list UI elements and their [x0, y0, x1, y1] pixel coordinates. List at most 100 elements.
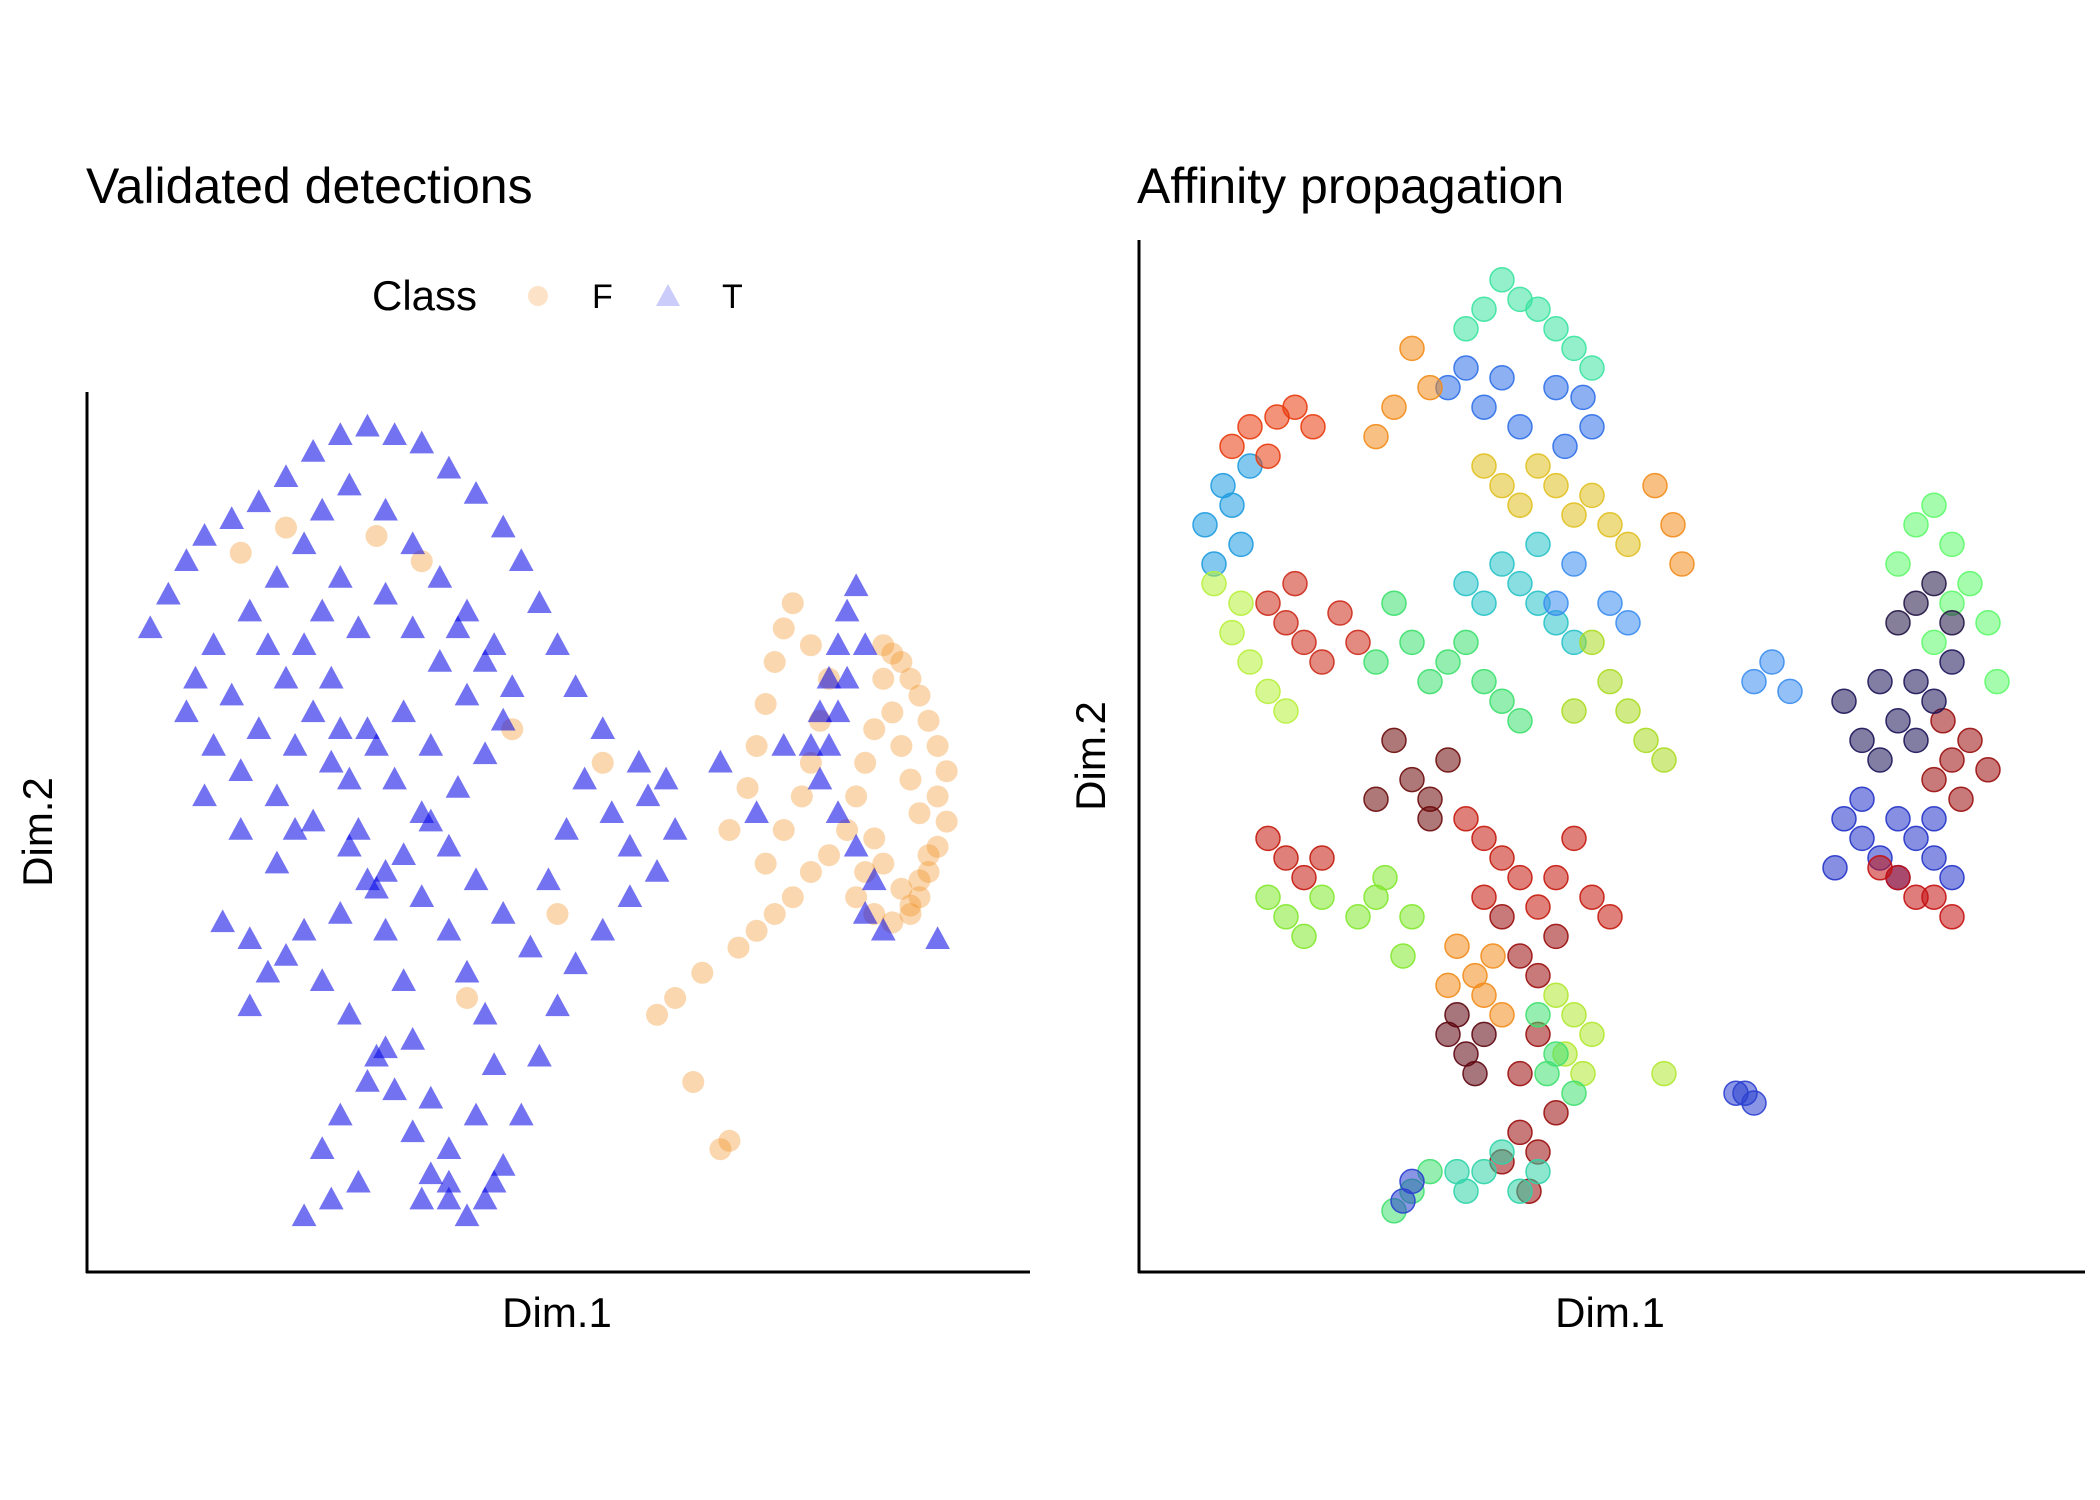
- scatter-point: [1507, 864, 1533, 891]
- scatter-point: [237, 993, 263, 1017]
- scatter-point: [1417, 668, 1443, 695]
- scatter-point: [545, 993, 570, 1017]
- scatter-point: [445, 775, 471, 798]
- scatter-point: [318, 665, 344, 689]
- scatter-point: [282, 733, 308, 756]
- scatter-point: [1273, 904, 1299, 930]
- scatter-point: [917, 861, 940, 883]
- scatter-point: [1543, 923, 1569, 950]
- scatter-point: [275, 516, 297, 539]
- scatter-point: [382, 766, 407, 790]
- scatter-point: [1345, 904, 1371, 930]
- scatter-point: [709, 1138, 732, 1161]
- scatter-point: [1525, 453, 1551, 479]
- scatter-point: [454, 1203, 480, 1227]
- scatter-point: [1219, 619, 1245, 646]
- scatter-point: [1435, 649, 1461, 675]
- scatter-point: [472, 741, 498, 765]
- scatter-point: [1939, 610, 1965, 636]
- scatter-point: [1201, 570, 1227, 597]
- scatter-point: [1237, 414, 1263, 440]
- scatter-point: [818, 844, 840, 867]
- scatter-point: [845, 886, 868, 909]
- scatter-point: [327, 901, 353, 924]
- scatter-point: [418, 1161, 444, 1185]
- scatter-point: [807, 699, 833, 723]
- scatter-point: [1507, 1060, 1533, 1087]
- legend-label-T: T: [722, 278, 743, 316]
- scatter-points-validated: [137, 413, 958, 1227]
- scatter-point: [337, 833, 362, 857]
- scatter-point: [1525, 962, 1551, 989]
- scatter-point: [472, 649, 498, 672]
- scatter-point: [591, 751, 614, 774]
- scatter-point: [1660, 512, 1686, 538]
- scatter-point: [816, 665, 842, 689]
- scatter-point: [1219, 492, 1245, 518]
- scatter-point: [373, 497, 398, 521]
- scatter-point: [545, 632, 570, 655]
- scatter-point: [300, 439, 326, 462]
- scatter-point: [192, 523, 217, 546]
- scatter-point: [870, 917, 896, 941]
- scatter-point: [816, 733, 842, 756]
- scatter-point: [546, 903, 569, 925]
- scatter-point: [908, 684, 931, 707]
- scatter-point: [1282, 394, 1308, 420]
- scatter-point: [1615, 698, 1641, 724]
- scatter-point: [834, 598, 860, 622]
- scatter-point: [1525, 1158, 1551, 1185]
- scatter-point: [1273, 610, 1299, 636]
- scatter-point: [1273, 698, 1299, 724]
- scatter-point: [291, 1203, 317, 1227]
- scatter-point: [1849, 786, 1875, 812]
- scatter-point: [409, 430, 435, 454]
- scatter-point: [1975, 610, 2001, 636]
- scatter-point: [843, 573, 869, 597]
- scatter-point: [309, 968, 335, 991]
- scatter-point: [318, 1186, 344, 1210]
- scatter-point: [872, 667, 895, 690]
- scatter-point: [852, 632, 878, 655]
- scatter-point: [1948, 786, 1974, 812]
- scatter-point: [237, 926, 263, 949]
- scatter-point: [763, 651, 786, 673]
- scatter-point: [1831, 688, 1857, 714]
- scatter-point: [799, 634, 822, 657]
- scatter-point: [1921, 688, 1947, 714]
- scatter-point: [1489, 904, 1515, 930]
- scatter-point: [1561, 698, 1587, 724]
- scatter-point: [210, 909, 235, 933]
- scatter-point: [1579, 629, 1605, 656]
- scatter-point: [1507, 1178, 1533, 1204]
- scatter-point: [1543, 864, 1569, 891]
- scatter-point: [1399, 766, 1425, 793]
- scatter-point: [1471, 668, 1497, 695]
- scatter-point: [825, 632, 851, 655]
- scatter-point: [400, 1027, 426, 1050]
- scatter-point: [1417, 806, 1443, 832]
- scatter-point: [745, 919, 768, 942]
- scatter-point: [436, 833, 462, 857]
- scatter-point: [1507, 943, 1533, 969]
- scatter-point: [1552, 433, 1578, 460]
- scatter-point: [1921, 492, 1947, 518]
- scatter-point: [201, 733, 226, 756]
- scatter-point: [1579, 884, 1605, 910]
- scatter-point: [653, 766, 679, 790]
- scatter-point: [644, 859, 670, 882]
- scatter-point: [1885, 708, 1911, 734]
- scatter-point: [527, 1043, 552, 1067]
- scatter-point: [1903, 668, 1929, 695]
- scatter-point: [1579, 482, 1605, 509]
- scatter-point: [346, 817, 371, 840]
- scatter-point: [1741, 668, 1767, 695]
- scatter-point: [1363, 423, 1389, 450]
- scatter-point: [1192, 512, 1218, 538]
- scatter-point: [890, 651, 913, 673]
- scatter-point: [772, 819, 795, 841]
- scatter-point: [872, 852, 895, 875]
- scatter-point: [318, 749, 344, 773]
- scatter-point: [1507, 492, 1533, 518]
- scatter-point: [1507, 1119, 1533, 1146]
